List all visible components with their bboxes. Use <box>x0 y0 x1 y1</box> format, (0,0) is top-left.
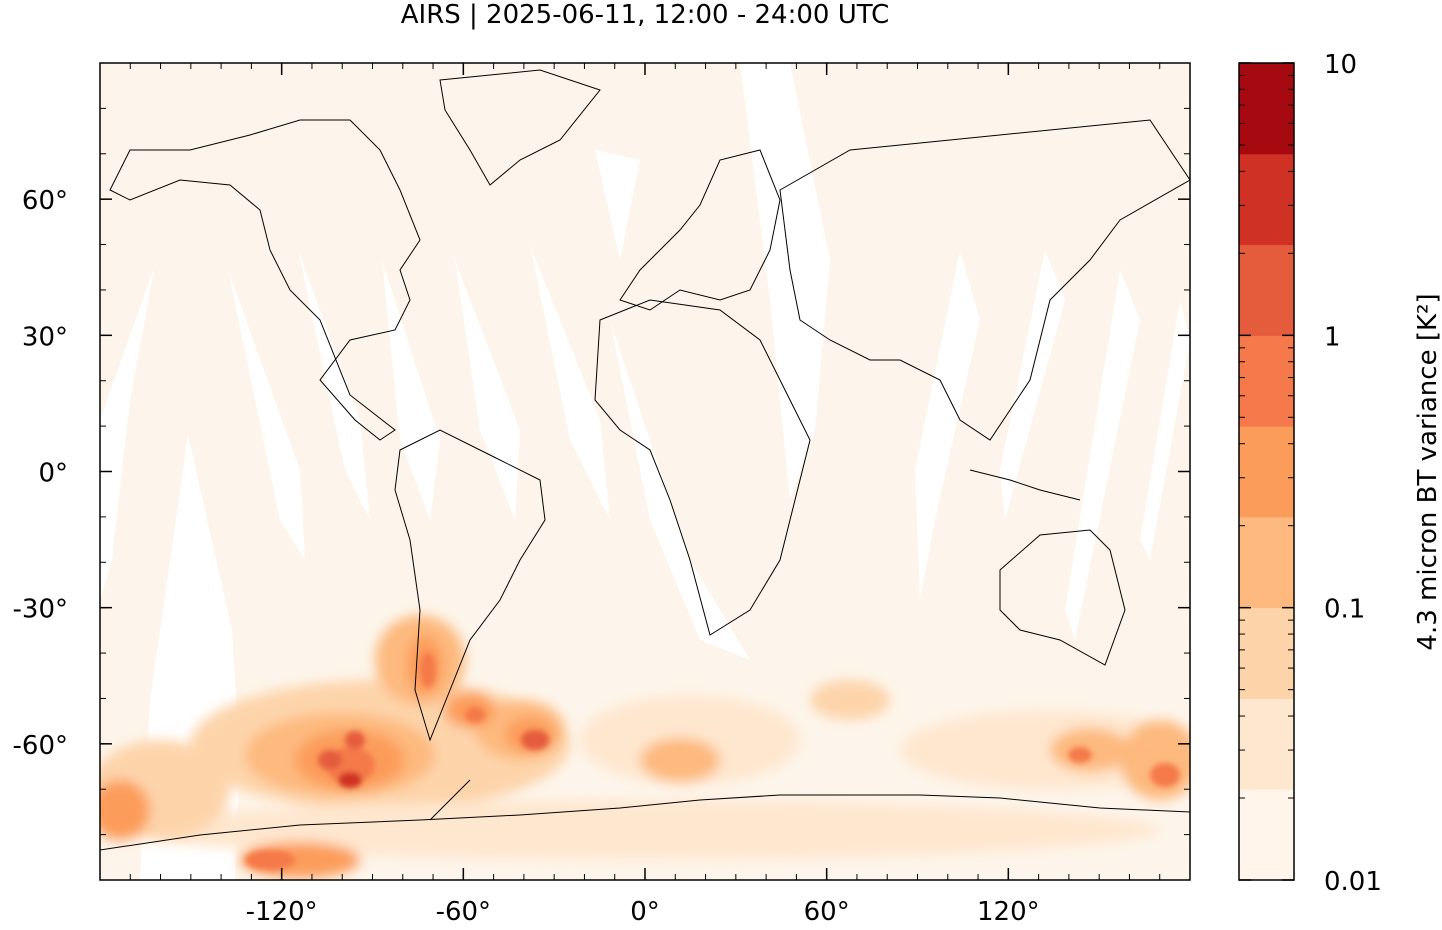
colorbar-segment <box>1239 153 1294 246</box>
colorbar-tick-label: 1 <box>1324 322 1341 352</box>
x-tick-label: -120° <box>246 897 318 927</box>
colorbar-frame <box>1238 62 1295 881</box>
colorbar-tick-label: 10 <box>1324 50 1357 80</box>
colorbar-segment <box>1239 244 1294 336</box>
y-tick-label: -60° <box>13 731 68 761</box>
swath-gaps <box>100 63 1190 880</box>
y-tick-label: -30° <box>13 595 68 625</box>
colorbar-segment <box>1239 607 1294 699</box>
colorbar-segment <box>1239 63 1294 155</box>
x-tick-label: -60° <box>436 897 491 927</box>
data-field <box>100 63 1190 880</box>
colorbar-label: 4.3 micron BT variance [K²] <box>1413 293 1442 650</box>
colorbar-segment <box>1239 698 1294 790</box>
colorbar-tick-label: 0.1 <box>1324 595 1365 625</box>
coastlines <box>100 69 1190 851</box>
x-tick-label: 0° <box>630 897 660 927</box>
map-title: AIRS | 2025-06-11, 12:00 - 24:00 UTC <box>400 0 890 30</box>
y-tick-label: 60° <box>22 186 68 216</box>
colorbar-segment <box>1239 335 1294 427</box>
minor-ticks <box>100 63 1190 880</box>
colorbar <box>1238 62 1295 881</box>
colorbar-segment <box>1239 426 1294 518</box>
variance-peaks <box>245 652 1180 870</box>
x-tick-label: 120° <box>977 897 1040 927</box>
x-axis: -120° -60° 0° 60° 120° <box>246 63 1040 927</box>
colorbar-segment <box>1239 516 1294 609</box>
colorbar-segment <box>1239 789 1294 881</box>
variance-blobs <box>100 615 1190 878</box>
colorbar-ticks: 10 1 0.1 0.01 <box>1239 50 1382 897</box>
colorbar-tick-label: 0.01 <box>1324 867 1382 897</box>
x-tick-label: 60° <box>804 897 850 927</box>
y-tick-label: 30° <box>22 322 68 352</box>
y-tick-label: 0° <box>38 459 68 489</box>
